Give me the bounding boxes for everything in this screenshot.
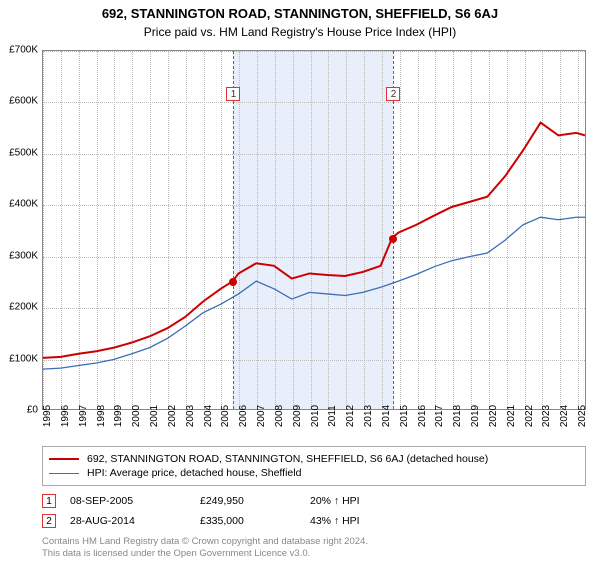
y-tick-label: £0 <box>2 405 38 416</box>
x-tick-label: 2000 <box>131 405 142 427</box>
x-tick-label: 2003 <box>185 405 196 427</box>
x-tick-label: 2025 <box>577 405 588 427</box>
x-tick-label: 2008 <box>274 405 285 427</box>
x-tick-label: 2005 <box>220 405 231 427</box>
series-layer <box>43 51 585 409</box>
event-number-box: 2 <box>42 514 56 528</box>
legend-label: 692, STANNINGTON ROAD, STANNINGTON, SHEF… <box>87 453 488 465</box>
x-tick-label: 1995 <box>42 405 53 427</box>
x-tick-label: 1998 <box>96 405 107 427</box>
chart-plot-area: 12 <box>42 50 586 410</box>
y-tick-label: £100K <box>2 353 38 364</box>
event-date: 28-AUG-2014 <box>70 515 200 527</box>
x-tick-label: 2001 <box>149 405 160 427</box>
x-tick-label: 2016 <box>417 405 428 427</box>
x-tick-label: 2010 <box>310 405 321 427</box>
x-tick-label: 2011 <box>327 405 338 427</box>
data-point-marker <box>229 278 237 286</box>
x-tick-label: 2019 <box>470 405 481 427</box>
x-tick-label: 2002 <box>167 405 178 427</box>
chart-subtitle: Price paid vs. HM Land Registry's House … <box>0 25 600 39</box>
x-tick-label: 2006 <box>238 405 249 427</box>
event-note: 20% ↑ HPI <box>310 495 360 507</box>
x-tick-label: 2009 <box>292 405 303 427</box>
x-tick-label: 2022 <box>524 405 535 427</box>
event-number-box: 1 <box>42 494 56 508</box>
x-tick-label: 1997 <box>78 405 89 427</box>
x-tick-label: 2015 <box>399 405 410 427</box>
credit-text: Contains HM Land Registry data © Crown c… <box>42 536 586 560</box>
x-tick-label: 1999 <box>113 405 124 427</box>
y-tick-label: £600K <box>2 96 38 107</box>
y-tick-label: £200K <box>2 302 38 313</box>
event-price: £335,000 <box>200 515 310 527</box>
legend-item: 692, STANNINGTON ROAD, STANNINGTON, SHEF… <box>49 453 579 465</box>
legend-label: HPI: Average price, detached house, Shef… <box>87 467 301 479</box>
x-tick-label: 2004 <box>203 405 214 427</box>
chart-title: 692, STANNINGTON ROAD, STANNINGTON, SHEF… <box>0 6 600 21</box>
legend-swatch <box>49 458 79 460</box>
x-tick-label: 2024 <box>559 405 570 427</box>
x-tick-label: 2007 <box>256 405 267 427</box>
event-date: 08-SEP-2005 <box>70 495 200 507</box>
legend: 692, STANNINGTON ROAD, STANNINGTON, SHEF… <box>42 446 586 486</box>
legend-item: HPI: Average price, detached house, Shef… <box>49 467 579 479</box>
x-tick-label: 2018 <box>452 405 463 427</box>
x-tick-label: 2021 <box>506 405 517 427</box>
series-line <box>43 123 585 358</box>
event-price: £249,950 <box>200 495 310 507</box>
x-tick-label: 2020 <box>488 405 499 427</box>
y-tick-label: £500K <box>2 147 38 158</box>
series-line <box>43 217 585 369</box>
x-tick-label: 2017 <box>434 405 445 427</box>
y-tick-label: £300K <box>2 250 38 261</box>
event-row: 1 08-SEP-2005 £249,950 20% ↑ HPI <box>42 494 586 508</box>
x-tick-label: 1996 <box>60 405 71 427</box>
x-tick-label: 2023 <box>541 405 552 427</box>
y-tick-label: £400K <box>2 199 38 210</box>
event-row: 2 28-AUG-2014 £335,000 43% ↑ HPI <box>42 514 586 528</box>
legend-swatch <box>49 473 79 474</box>
data-point-marker <box>389 235 397 243</box>
x-tick-label: 2013 <box>363 405 374 427</box>
event-note: 43% ↑ HPI <box>310 515 360 527</box>
x-tick-label: 2014 <box>381 405 392 427</box>
y-tick-label: £700K <box>2 45 38 56</box>
x-tick-label: 2012 <box>345 405 356 427</box>
